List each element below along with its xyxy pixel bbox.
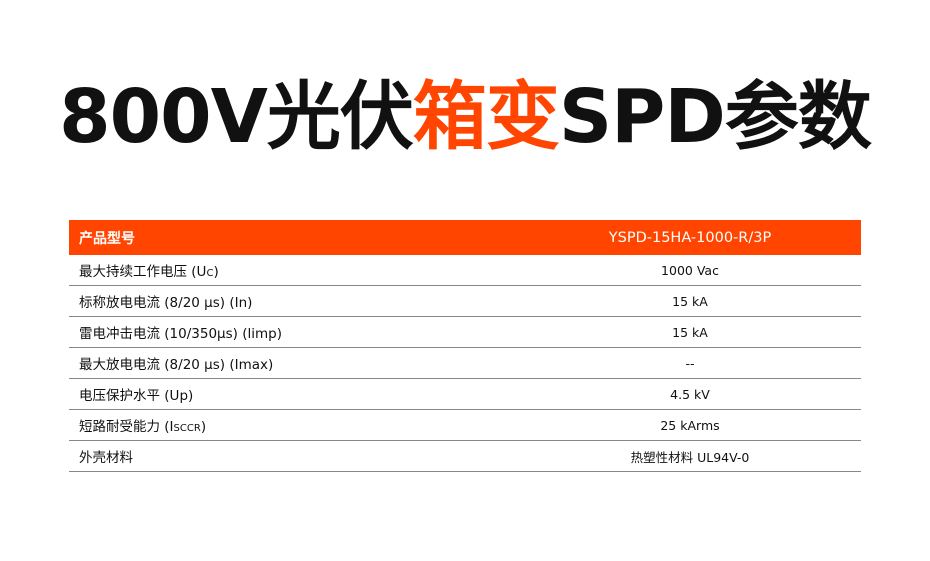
row-label: 雷电冲击电流 (10/350µs) (limp): [69, 316, 519, 348]
row-label: 最大放电电流 (8/20 µs) (Imax): [69, 347, 519, 379]
row-label: 标称放电电流 (8/20 µs) (In): [69, 285, 519, 317]
label-tail: ): [213, 264, 219, 280]
row-label: 最大持续工作电压 (UC): [69, 255, 519, 286]
table-row: 最大放电电流 (8/20 µs) (Imax) --: [69, 347, 861, 379]
row-value: 1000 Vac: [519, 255, 861, 286]
header-model: YSPD-15HA-1000-R/3P: [519, 220, 861, 255]
label-text: 最大放电电流 (8/20 µs) (Imax): [79, 357, 274, 373]
row-label: 短路耐受能力 (ISCCR): [69, 409, 519, 441]
table-header: 产品型号 YSPD-15HA-1000-R/3P: [69, 220, 861, 255]
row-label: 外壳材料: [69, 440, 519, 472]
title-part2: SPD参数: [558, 74, 872, 160]
table-row: 电压保护水平 (Up) 4.5 kV: [69, 378, 861, 410]
table-row: 最大持续工作电压 (UC) 1000 Vac: [69, 255, 861, 286]
row-label: 电压保护水平 (Up): [69, 378, 519, 410]
label-subscript: SCCR: [173, 423, 201, 434]
label-text: 电压保护水平 (Up): [79, 388, 194, 404]
label-text: 短路耐受能力 (I: [79, 419, 174, 435]
label-text: 标称放电电流 (8/20 µs) (In): [79, 295, 253, 311]
spec-table: 产品型号 YSPD-15HA-1000-R/3P 最大持续工作电压 (UC) 10…: [69, 220, 861, 472]
row-value: 热塑性材料 UL94V-0: [519, 440, 861, 472]
table-row: 标称放电电流 (8/20 µs) (In) 15 kA: [69, 285, 861, 317]
header-label: 产品型号: [69, 220, 519, 255]
row-value: 25 kArms: [519, 409, 861, 441]
row-value: 15 kA: [519, 316, 861, 348]
label-subscript: C: [206, 268, 214, 279]
page-title: 800V光伏箱变SPD参数: [0, 72, 930, 162]
label-text: 雷电冲击电流 (10/350µs) (limp): [79, 326, 282, 342]
row-value: 4.5 kV: [519, 378, 861, 410]
row-value: --: [519, 347, 861, 379]
label-text: 外壳材料: [79, 450, 133, 466]
title-part1: 800V光伏: [59, 74, 414, 160]
label-tail: ): [200, 419, 207, 435]
table-row: 短路耐受能力 (ISCCR) 25 kArms: [69, 409, 861, 441]
label-text: 最大持续工作电压 (U: [79, 264, 207, 280]
row-value: 15 kA: [519, 285, 861, 317]
table-row: 外壳材料 热塑性材料 UL94V-0: [69, 440, 861, 472]
title-highlight: 箱变: [412, 74, 560, 160]
table-row: 雷电冲击电流 (10/350µs) (limp) 15 kA: [69, 316, 861, 348]
